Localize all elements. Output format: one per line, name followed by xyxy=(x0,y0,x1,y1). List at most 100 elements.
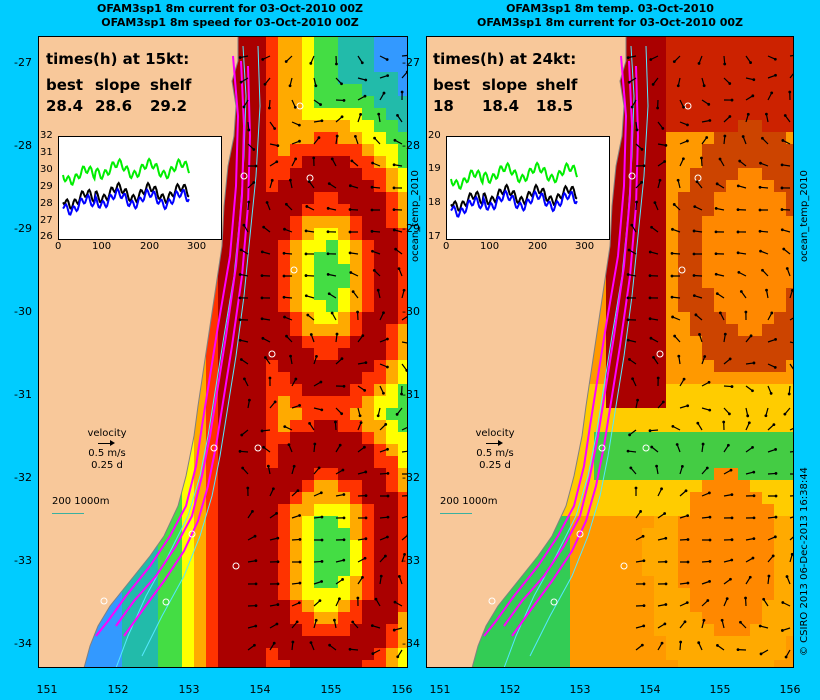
lat-label: -27 xyxy=(14,56,32,69)
station-marker xyxy=(576,530,584,538)
inset-xtick: 100 xyxy=(92,241,112,252)
velocity-label: velocity xyxy=(475,428,515,439)
ship-track xyxy=(115,60,246,627)
right-depth-scale: 200 1000m xyxy=(440,496,497,514)
right-header-slope: slope xyxy=(482,76,528,94)
ship-track xyxy=(95,55,240,637)
ship-track xyxy=(503,60,634,627)
left-velocity-legend: velocity 0.5 m/s 0.25 d xyxy=(72,428,142,472)
lon-label: 153 xyxy=(569,683,591,696)
right-title-line1: OFAM3sp1 8m temp. 03-Oct-2010 xyxy=(506,2,714,15)
lat-label: -31 xyxy=(402,388,420,401)
inset-series-slope xyxy=(62,187,190,216)
left-speed-map xyxy=(38,36,408,668)
left-map-panel xyxy=(38,36,408,668)
velocity-arrow xyxy=(72,440,142,448)
inset-ytick: 29 xyxy=(40,181,53,192)
inset-xtick: 200 xyxy=(528,241,548,252)
lat-label: -27 xyxy=(402,56,420,69)
inset-series-best xyxy=(450,183,578,212)
right-header-shelf: shelf xyxy=(536,76,578,94)
right-title-line2: OFAM3sp1 8m current for 03-Oct-2010 00Z xyxy=(476,16,744,29)
left-depth-scale: 200 1000m xyxy=(52,496,109,514)
station-marker xyxy=(240,172,248,180)
right-header-best: best xyxy=(433,76,471,94)
station-marker xyxy=(642,444,650,452)
velocity-label: velocity xyxy=(87,428,127,439)
inset-ytick: 18 xyxy=(428,197,441,208)
station-marker xyxy=(188,530,196,538)
lat-label: -30 xyxy=(402,305,420,318)
station-marker xyxy=(628,172,636,180)
left-header-shelf: shelf xyxy=(150,76,192,94)
left-value-shelf: 29.2 xyxy=(150,97,188,115)
station-marker xyxy=(232,562,240,570)
left-title: OFAM3sp1 8m current for 03-Oct-2010 00Z … xyxy=(40,2,420,30)
lat-label: -34 xyxy=(402,637,420,650)
lon-label: 156 xyxy=(779,683,801,696)
station-marker xyxy=(100,597,108,605)
inset-series-shelf xyxy=(62,157,190,186)
station-marker xyxy=(290,266,298,274)
left-value-best: 28.4 xyxy=(46,97,84,115)
right-title: OFAM3sp1 8m temp. 03-Oct-2010 OFAM3sp1 8… xyxy=(420,2,800,30)
right-value-slope: 18.4 xyxy=(482,97,520,115)
inset-xtick: 100 xyxy=(480,241,500,252)
lat-label: -33 xyxy=(402,554,420,567)
station-marker xyxy=(268,350,276,358)
velocity-arrows xyxy=(626,54,794,659)
right-velocity-legend: velocity 0.5 m/s 0.25 d xyxy=(460,428,530,472)
left-value-slope: 28.6 xyxy=(95,97,133,115)
right-value-best: 18 xyxy=(433,97,454,115)
right-value-shelf: 18.5 xyxy=(536,97,574,115)
lon-label: 152 xyxy=(499,683,521,696)
inset-ytick: 32 xyxy=(40,130,53,141)
credit-label: © CSIRO 2013 06-Dec-2013 16:38:44 xyxy=(799,467,810,656)
depth-scale-text: 200 1000m xyxy=(52,496,110,507)
station-marker xyxy=(656,350,664,358)
station-marker xyxy=(598,444,606,452)
lat-label: -32 xyxy=(14,471,32,484)
station-marker xyxy=(296,102,304,110)
lat-label: -32 xyxy=(402,471,420,484)
inset-ytick: 19 xyxy=(428,163,441,174)
lon-label: 154 xyxy=(639,683,661,696)
side-label-right: ocean_temp_2010 xyxy=(799,170,810,262)
velocity-arrows xyxy=(238,54,408,659)
inset-xtick: 0 xyxy=(55,241,62,252)
lat-label: -30 xyxy=(14,305,32,318)
lat-label: -31 xyxy=(14,388,32,401)
inset-ytick: 31 xyxy=(40,147,53,158)
right-inset-plot xyxy=(446,136,610,240)
lon-label: 151 xyxy=(36,683,58,696)
isobath-1000m xyxy=(529,45,649,657)
inset-series-slope xyxy=(450,189,578,218)
station-marker xyxy=(254,444,262,452)
right-times-title: times(h) at 24kt: xyxy=(433,50,577,68)
left-inset-plot xyxy=(58,136,222,240)
lon-label: 156 xyxy=(391,683,413,696)
isobath-1000m xyxy=(141,45,261,657)
inset-ytick: 20 xyxy=(428,130,441,141)
map-frame xyxy=(426,36,794,668)
station-marker xyxy=(210,444,218,452)
velocity-speed: 0.5 m/s xyxy=(476,448,514,459)
velocity-arrow xyxy=(460,440,530,448)
velocity-days: 0.25 d xyxy=(479,460,511,471)
lat-label: -29 xyxy=(14,222,32,235)
station-marker xyxy=(678,266,686,274)
lat-label: -33 xyxy=(14,554,32,567)
depth-scale-text: 200 1000m xyxy=(440,496,498,507)
left-header-slope: slope xyxy=(95,76,141,94)
inset-ytick: 27 xyxy=(40,215,53,226)
lon-label: 155 xyxy=(709,683,731,696)
lon-label: 154 xyxy=(249,683,271,696)
lat-label: -28 xyxy=(402,139,420,152)
side-label-left: ocean_temp_2010 xyxy=(410,170,421,262)
station-marker xyxy=(684,102,692,110)
left-inset-svg xyxy=(62,157,190,216)
inset-ytick: 30 xyxy=(40,164,53,175)
lon-label: 152 xyxy=(107,683,129,696)
inset-ytick: 28 xyxy=(40,198,53,209)
lon-label: 151 xyxy=(429,683,451,696)
